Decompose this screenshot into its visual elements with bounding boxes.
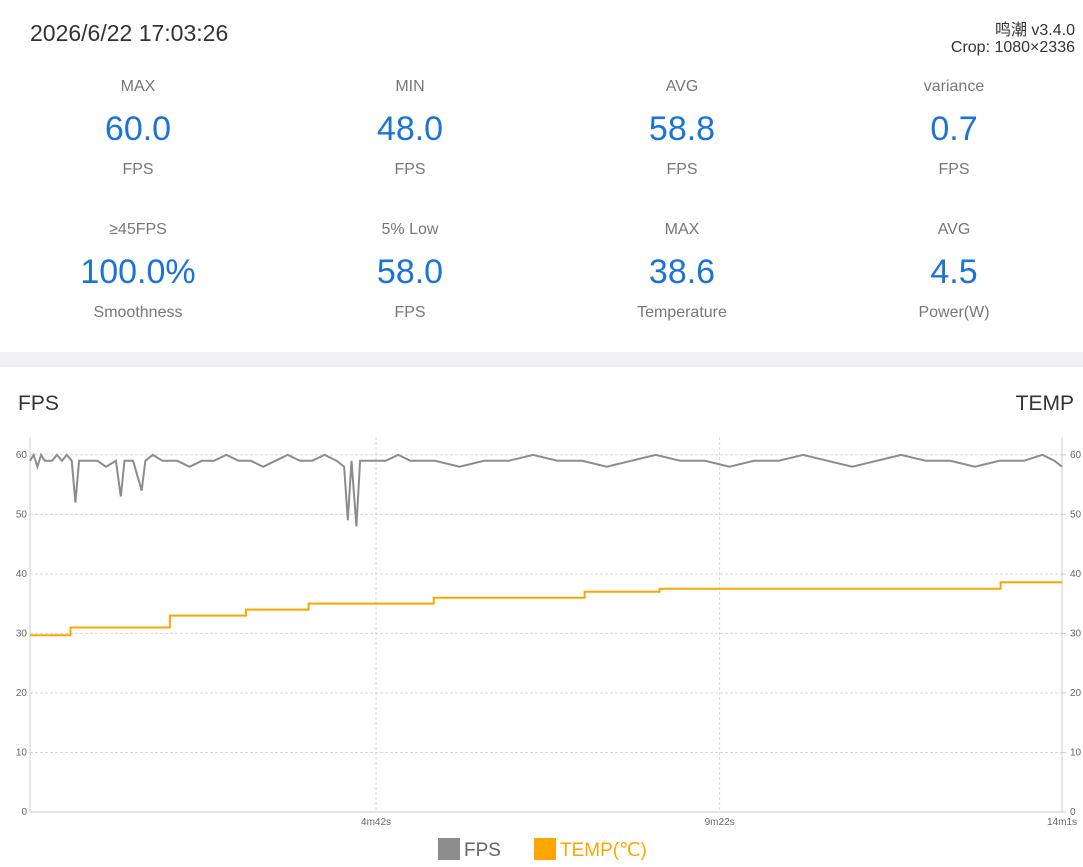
y2-tick-label: 20 bbox=[1070, 688, 1082, 699]
y2-tick-label: 50 bbox=[1070, 509, 1082, 520]
y-axis-title: FPS bbox=[18, 392, 59, 415]
y2-tick-label: 30 bbox=[1070, 628, 1082, 639]
stat-label: variance bbox=[923, 78, 985, 95]
x-tick-label: 4m42s bbox=[361, 817, 391, 828]
legend-swatch bbox=[534, 838, 556, 860]
stat-value: 48.0 bbox=[376, 110, 444, 148]
stat-value: 60.0 bbox=[104, 110, 172, 148]
x-tick-label: 9m22s bbox=[705, 817, 735, 828]
y2-tick-label: 10 bbox=[1070, 747, 1082, 758]
stat-label: MAX bbox=[120, 78, 156, 95]
stat-unit: FPS bbox=[666, 161, 698, 178]
stat-value: 100.0% bbox=[80, 253, 196, 291]
y-tick-label: 10 bbox=[16, 747, 28, 758]
stat-unit: Smoothness bbox=[93, 304, 183, 321]
y-tick-label: 20 bbox=[16, 688, 28, 699]
stat-label: AVG bbox=[937, 221, 971, 238]
stat-unit: FPS bbox=[938, 161, 970, 178]
stat-value: 4.5 bbox=[930, 253, 978, 291]
y2-tick-label: 40 bbox=[1070, 569, 1082, 580]
stat-value: 0.7 bbox=[930, 110, 978, 148]
y2-tick-label: 0 bbox=[1070, 807, 1076, 818]
y-tick-label: 0 bbox=[21, 807, 27, 818]
stat-unit: FPS bbox=[394, 304, 426, 321]
stat-value: 58.8 bbox=[648, 110, 716, 148]
separator bbox=[0, 352, 1083, 367]
y2-axis-title: TEMP bbox=[1016, 392, 1074, 415]
stat-label: MIN bbox=[395, 78, 425, 95]
legend-label: FPS bbox=[464, 840, 501, 861]
stat-unit: Temperature bbox=[637, 304, 727, 321]
stat-value: 38.6 bbox=[648, 253, 716, 291]
stat-unit: FPS bbox=[122, 161, 154, 178]
y-tick-label: 30 bbox=[16, 628, 28, 639]
y2-tick-label: 60 bbox=[1070, 450, 1082, 461]
stat-unit: Power(W) bbox=[918, 304, 990, 321]
y-tick-label: 60 bbox=[16, 450, 28, 461]
y-tick-label: 50 bbox=[16, 509, 28, 520]
stat-label: ≥45FPS bbox=[109, 221, 167, 238]
stat-unit: FPS bbox=[394, 161, 426, 178]
app-version: 鸣潮 v3.4.0 bbox=[994, 22, 1075, 39]
stat-label: AVG bbox=[665, 78, 699, 95]
y-tick-label: 40 bbox=[16, 569, 28, 580]
stat-label: 5% Low bbox=[381, 221, 439, 238]
legend-swatch bbox=[438, 838, 460, 860]
crop-info: Crop: 1080×2336 bbox=[950, 39, 1075, 56]
series-line bbox=[30, 581, 1062, 637]
x-tick-label: 14m1s bbox=[1047, 817, 1077, 828]
stat-value: 58.0 bbox=[376, 253, 444, 291]
stat-label: MAX bbox=[664, 221, 700, 238]
datetime: 2026/6/22 17:03:26 bbox=[30, 20, 229, 46]
series-line bbox=[29, 452, 1063, 527]
legend-label: TEMP(℃) bbox=[560, 840, 647, 861]
